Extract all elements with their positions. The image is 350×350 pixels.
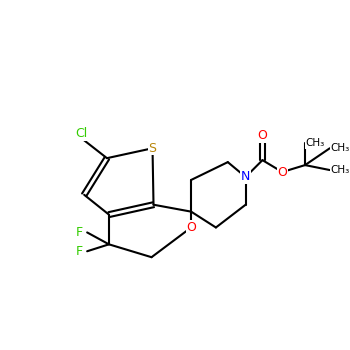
Text: Cl: Cl bbox=[75, 127, 88, 140]
Text: CH₃: CH₃ bbox=[305, 138, 324, 148]
Text: CH₃: CH₃ bbox=[330, 165, 349, 175]
Text: O: O bbox=[277, 166, 287, 178]
Text: O: O bbox=[186, 221, 196, 234]
Text: F: F bbox=[76, 245, 83, 258]
Text: S: S bbox=[148, 142, 156, 155]
Text: F: F bbox=[76, 226, 83, 239]
Text: O: O bbox=[258, 129, 267, 142]
Text: N: N bbox=[241, 170, 250, 183]
Text: CH₃: CH₃ bbox=[330, 143, 349, 153]
